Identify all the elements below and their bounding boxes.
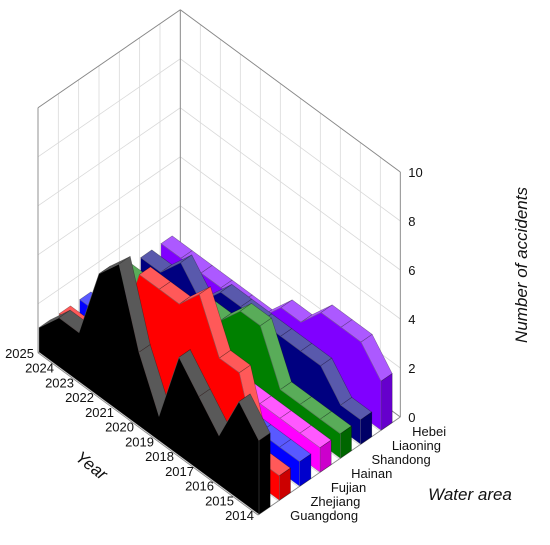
series-tick-label: Guangdong bbox=[290, 508, 358, 523]
year-tick-label: 2016 bbox=[185, 479, 214, 494]
series-layer bbox=[38, 235, 393, 515]
year-tick-label: 2015 bbox=[205, 493, 234, 508]
year-tick-label: 2017 bbox=[165, 464, 194, 479]
box-edge bbox=[180, 9, 401, 173]
year-tick-label: 2025 bbox=[5, 346, 34, 361]
series-tick-label: Fujian bbox=[331, 480, 366, 495]
z-tick-label: 10 bbox=[408, 165, 422, 180]
z-gridline bbox=[37, 58, 401, 222]
year-tick-label: 2024 bbox=[25, 361, 54, 376]
year-axis-title: Year bbox=[72, 447, 112, 484]
year-tick-label: 2020 bbox=[105, 420, 134, 435]
z-tick-label: 6 bbox=[408, 263, 415, 278]
series-tick-label: Zhejiang bbox=[310, 494, 360, 509]
year-tick-label: 2019 bbox=[125, 434, 154, 449]
z-tick-label: 2 bbox=[408, 361, 415, 376]
year-tick-label: 2014 bbox=[225, 508, 254, 523]
box-edge bbox=[37, 352, 259, 516]
year-tick-label: 2018 bbox=[145, 449, 174, 464]
year-tick-label: 2023 bbox=[45, 375, 74, 390]
z-tick-label: 8 bbox=[408, 214, 415, 229]
z-gridline bbox=[37, 9, 401, 173]
box-edge bbox=[37, 9, 181, 109]
series-end-cap bbox=[380, 373, 393, 431]
water-area-axis-title: Water area bbox=[428, 485, 512, 504]
series-tick-label: Liaoning bbox=[392, 438, 441, 453]
year-tick-label: 2021 bbox=[85, 405, 114, 420]
series-tick-label: Hainan bbox=[351, 466, 392, 481]
year-tick-label: 2022 bbox=[65, 390, 94, 405]
z-tick-label: 0 bbox=[408, 410, 415, 425]
series-tick-label: Shandong bbox=[371, 452, 430, 467]
series-guangdong bbox=[38, 255, 271, 515]
series-end-cap bbox=[258, 432, 271, 515]
series-front-face bbox=[38, 263, 260, 515]
series-tick-label: Hebei bbox=[412, 424, 446, 439]
label-layer: 2014201520162017201820192020202120222023… bbox=[5, 165, 531, 523]
z-tick-label: 4 bbox=[408, 312, 415, 327]
accidents-axis-title: Number of accidents bbox=[512, 187, 531, 343]
